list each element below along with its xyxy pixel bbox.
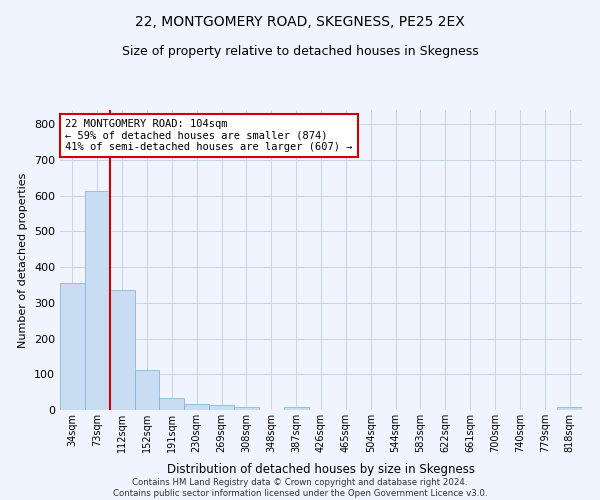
- Text: 22, MONTGOMERY ROAD, SKEGNESS, PE25 2EX: 22, MONTGOMERY ROAD, SKEGNESS, PE25 2EX: [135, 15, 465, 29]
- Y-axis label: Number of detached properties: Number of detached properties: [19, 172, 28, 348]
- Text: 22 MONTGOMERY ROAD: 104sqm
← 59% of detached houses are smaller (874)
41% of sem: 22 MONTGOMERY ROAD: 104sqm ← 59% of deta…: [65, 119, 353, 152]
- Bar: [110, 290, 134, 410]
- Bar: [209, 405, 234, 410]
- Bar: [85, 192, 110, 410]
- Text: Size of property relative to detached houses in Skegness: Size of property relative to detached ho…: [122, 45, 478, 58]
- Text: Contains HM Land Registry data © Crown copyright and database right 2024.
Contai: Contains HM Land Registry data © Crown c…: [113, 478, 487, 498]
- X-axis label: Distribution of detached houses by size in Skegness: Distribution of detached houses by size …: [167, 464, 475, 476]
- Bar: [557, 407, 582, 410]
- Bar: [184, 404, 209, 410]
- Bar: [60, 283, 85, 410]
- Bar: [160, 398, 184, 410]
- Bar: [234, 407, 259, 410]
- Bar: [134, 370, 160, 410]
- Bar: [284, 407, 308, 410]
